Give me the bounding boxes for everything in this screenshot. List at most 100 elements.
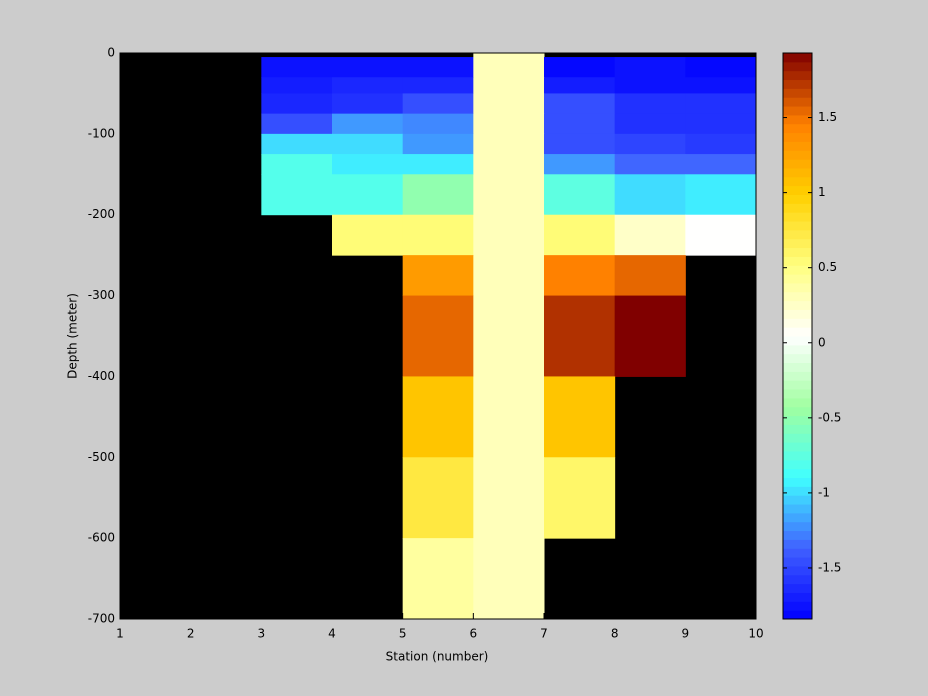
colorbar-swatch [783, 265, 812, 275]
colorbar-swatch [783, 389, 812, 399]
heatmap-cell [473, 53, 545, 58]
heatmap-cell [614, 295, 686, 377]
colorbar-swatch [783, 459, 812, 470]
heatmap-cell [332, 174, 404, 216]
heatmap-cell [685, 77, 757, 94]
colorbar-swatch [783, 380, 812, 390]
heatmap-cell [614, 57, 686, 78]
heatmap-cell [261, 57, 333, 78]
heatmap-cell [261, 154, 333, 175]
heatmap-cell [402, 93, 474, 115]
colorbar-swatch [783, 495, 812, 505]
y-axis-label: Depth (meter) [66, 293, 80, 379]
colorbar-tick-label: 1.5 [818, 110, 837, 124]
colorbar-swatch [783, 565, 812, 576]
colorbar-tick-label: 1 [818, 185, 826, 199]
heatmap-cell [614, 255, 686, 297]
heatmap-cell [402, 255, 474, 297]
y-tick-label: -100 [88, 126, 115, 140]
colorbar-swatch [783, 433, 812, 443]
colorbar-swatch [783, 185, 812, 195]
heatmap-cell [332, 77, 404, 94]
colorbar-swatch [783, 274, 812, 284]
colorbar-swatch [783, 238, 812, 249]
colorbar-swatch [783, 327, 812, 337]
colorbar-swatch [783, 557, 812, 567]
x-axis-label: Station (number) [386, 650, 489, 664]
colorbar-swatch [783, 167, 812, 178]
plot-frame [119, 52, 757, 620]
x-tick-label: 10 [748, 627, 763, 641]
colorbar-swatch [783, 539, 812, 549]
colorbar-swatch [783, 344, 812, 355]
heatmap-cell [402, 113, 474, 135]
colorbar-swatch [783, 176, 812, 187]
colorbar-swatch [783, 521, 812, 532]
heatmap-cell [544, 295, 616, 377]
colorbar-swatch [783, 610, 812, 620]
heatmap-cell [544, 93, 616, 115]
x-tick-label: 6 [470, 627, 478, 641]
colorbar-swatch [783, 291, 812, 302]
colorbar-frame [782, 52, 813, 620]
heatmap-cell [332, 214, 404, 256]
colorbar-swatch [783, 574, 812, 585]
y-tick-label: 0 [107, 46, 115, 60]
heatmap-cell [473, 57, 545, 78]
colorbar-swatch [783, 106, 812, 116]
heatmap-cell [473, 154, 545, 175]
heatmap-cell [261, 133, 333, 155]
colorbar-swatch [783, 97, 812, 107]
heatmap-cell [261, 113, 333, 135]
colorbar-swatch [783, 530, 812, 540]
x-tick-label: 9 [682, 627, 690, 641]
heatmap-cell [332, 57, 404, 78]
heatmap-cell [473, 174, 545, 216]
colorbar-tick-label: 0 [818, 335, 826, 349]
colorbar-swatch [783, 512, 812, 523]
colorbar-swatch [783, 415, 812, 425]
heatmap-cell [261, 93, 333, 115]
y-tick-label: -700 [88, 612, 115, 626]
heatmap-cell [544, 457, 616, 539]
heatmap-cell [402, 154, 474, 175]
colorbar-swatch [783, 132, 812, 142]
heatmap-cell [402, 295, 474, 377]
heatmap-cell [614, 174, 686, 216]
colorbar-swatch [783, 194, 812, 204]
colorbar-swatch [783, 150, 812, 160]
heatmap-cell [614, 93, 686, 115]
heatmap-cell [332, 154, 404, 175]
colorbar-swatch [783, 442, 812, 452]
heatmap-cell [261, 174, 333, 216]
heatmap-cell [544, 214, 616, 256]
heatmap-cell [402, 77, 474, 94]
colorbar-swatch [783, 406, 812, 417]
colorbar-tick-label: -1.5 [818, 560, 841, 574]
heatmap-cell [402, 174, 474, 216]
colorbar-swatch [783, 468, 812, 478]
colorbar-swatch [783, 592, 812, 602]
y-tick-label: -400 [88, 369, 115, 383]
heatmap-cell [544, 57, 616, 78]
colorbar-swatch [783, 123, 812, 134]
heatmap-cell [402, 57, 474, 78]
heatmap-cell [544, 154, 616, 175]
colorbar-tick-label: -1 [818, 485, 830, 499]
colorbar-swatch [783, 203, 812, 213]
heatmap-cell [402, 538, 474, 620]
colorbar-swatch [783, 212, 812, 222]
colorbar-swatch [783, 141, 812, 151]
colorbar-swatch [783, 424, 812, 434]
heatmap-cell [614, 154, 686, 175]
heatmap-cell [473, 538, 545, 620]
colorbar-swatch [783, 336, 812, 346]
y-tick-label: -200 [88, 207, 115, 221]
heatmap-cell [614, 113, 686, 135]
heatmap-cell [402, 214, 474, 256]
heatmap-cell [402, 457, 474, 539]
x-tick-label: 3 [258, 627, 266, 641]
x-tick-label: 2 [187, 627, 195, 641]
heatmap-cell [614, 133, 686, 155]
